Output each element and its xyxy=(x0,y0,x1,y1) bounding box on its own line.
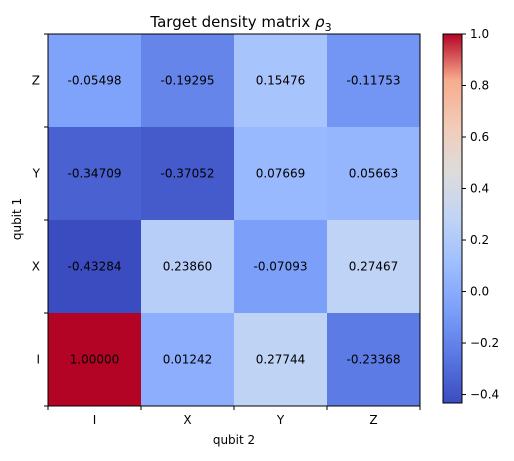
colorbar-tick-label: 0.6 xyxy=(470,130,489,144)
y-tick-label: I xyxy=(36,353,40,367)
heatmap-value-label: -0.43284 xyxy=(68,260,122,274)
y-tick-label: Z xyxy=(32,74,40,88)
heatmap-cell xyxy=(234,127,328,221)
y-axis-label: qubit 1 xyxy=(10,198,24,240)
heatmap-cells xyxy=(48,34,421,407)
heatmap-cell xyxy=(141,34,235,128)
y-tick-label: X xyxy=(32,260,40,274)
chart-title-main: Target density matrix xyxy=(149,13,315,31)
heatmap-cell xyxy=(48,313,142,407)
heatmap-cell xyxy=(48,127,142,221)
heatmap-value-label: -0.11753 xyxy=(347,74,401,88)
heatmap-value-label: 0.07669 xyxy=(256,167,306,181)
y-tick-label: Y xyxy=(32,167,41,181)
heatmap-cell xyxy=(48,34,142,128)
heatmap-value-label: -0.07093 xyxy=(254,260,308,274)
x-tick-label: I xyxy=(93,413,97,427)
colorbar-tick-label: −0.2 xyxy=(470,336,499,350)
heatmap-cell xyxy=(327,127,421,221)
colorbar-ticks: 1.0 0.8 0.6 0.4 0.2 0.0 −0.2 −0.4 xyxy=(462,27,499,402)
colorbar-tick-label: 0.8 xyxy=(470,79,489,93)
heatmap-cell xyxy=(327,313,421,407)
heatmap-cell xyxy=(141,313,235,407)
heatmap-value-label: 1.00000 xyxy=(70,353,120,367)
heatmap-value-label: -0.23368 xyxy=(347,353,401,367)
heatmap-value-label: 0.27744 xyxy=(256,353,306,367)
colorbar xyxy=(442,33,463,404)
heatmap-value-labels: -0.05498 -0.19295 0.15476 -0.11753 -0.34709 -… xyxy=(68,74,401,367)
heatmap-cell xyxy=(141,220,235,314)
axes-layer: I X Y Z I X Y Z xyxy=(32,33,421,427)
heatmap-cell xyxy=(141,127,235,221)
heatmap-value-label: -0.05498 xyxy=(68,74,122,88)
colorbar-tick-label: 0.0 xyxy=(470,285,489,299)
heatmap-value-label: 0.01242 xyxy=(163,353,213,367)
heatmap-cell xyxy=(327,34,421,128)
heatmap-cell xyxy=(327,220,421,314)
x-tick-label: Y xyxy=(276,413,285,427)
heatmap-value-label: 0.15476 xyxy=(256,74,306,88)
colorbar-tick-label: 0.2 xyxy=(470,233,489,247)
heatmap-cell xyxy=(234,220,328,314)
heatmap-value-label: 0.05663 xyxy=(349,167,399,181)
heatmap-cell xyxy=(234,313,328,407)
heatmap-value-label: -0.37052 xyxy=(161,167,215,181)
x-tick-label: Z xyxy=(369,413,377,427)
heatmap-value-label: 0.27467 xyxy=(349,260,399,274)
heatmap-value-label: -0.19295 xyxy=(161,74,215,88)
colorbar-tick-label: −0.4 xyxy=(470,388,499,402)
heatmap-value-label: 0.23860 xyxy=(163,260,213,274)
chart-title-symbol: ρ xyxy=(315,13,325,31)
heatmap-cell xyxy=(234,34,328,128)
colorbar-tick-label: 0.4 xyxy=(470,182,489,196)
colorbar-tick-label: 1.0 xyxy=(470,27,489,41)
x-axis-label: qubit 2 xyxy=(213,433,255,447)
heatmap-cell xyxy=(48,220,142,314)
chart-title-subscript: 3 xyxy=(325,21,332,34)
x-tick-label: X xyxy=(183,413,191,427)
heatmap-value-label: -0.34709 xyxy=(68,167,122,181)
chart-title: Target density matrix ρ3 xyxy=(149,13,331,34)
